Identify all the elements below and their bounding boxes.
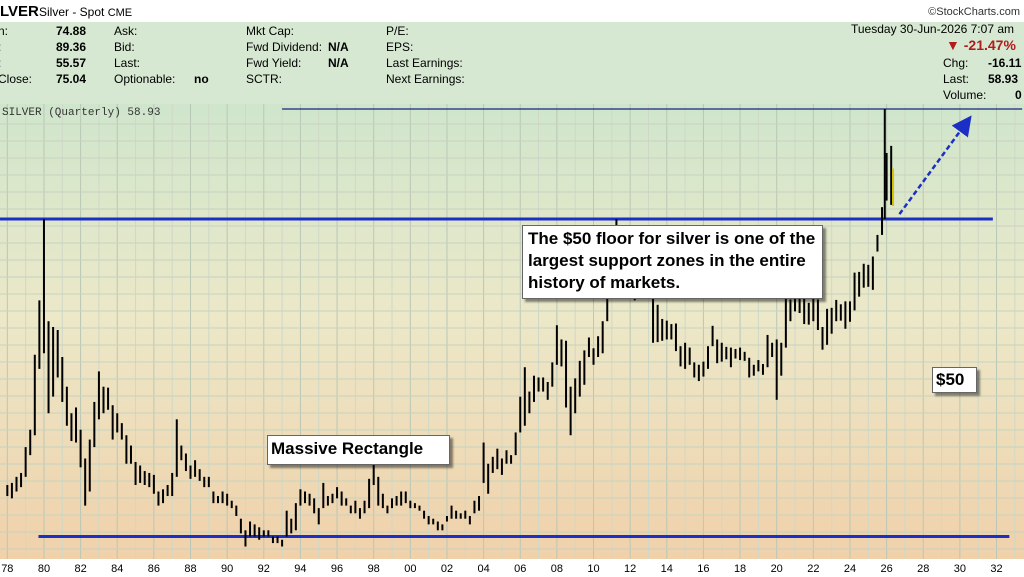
- info-label: SCTR:: [246, 72, 282, 86]
- price-chart: SILVER (Quarterly) 58.93 78 80 82 84 86 88 90 9…: [0, 104, 1024, 577]
- x-tick-label: 26: [880, 563, 892, 575]
- x-tick-label: 06: [514, 563, 526, 575]
- info-label: EPS:: [386, 40, 414, 54]
- info-label: Bid:: [114, 40, 135, 54]
- annotation-50-label: $50: [932, 367, 977, 393]
- x-tick-label: 12: [624, 563, 636, 575]
- x-tick-label: 78: [1, 563, 13, 575]
- chart-header: LVER Silver - Spot CME ©StockCharts.com: [0, 0, 1024, 23]
- info-label: :: [0, 56, 1, 70]
- x-tick-label: 10: [587, 563, 599, 575]
- change-percent: ▼ -21.47%: [946, 37, 1016, 53]
- horizontal-lines: [0, 108, 1023, 539]
- x-tick-label: 16: [697, 563, 709, 575]
- symbol-description: Silver - Spot CME: [39, 5, 133, 19]
- annotation-support-note: The $50 floor for silver is one of the l…: [522, 225, 823, 299]
- x-tick-label: 24: [844, 563, 856, 575]
- info-value: -16.11: [988, 56, 1022, 70]
- x-axis-band: [0, 559, 1024, 577]
- x-tick-label: 84: [111, 563, 123, 575]
- brand-label: ©StockCharts.com: [928, 6, 1020, 18]
- info-label: Fwd Dividend:: [246, 40, 323, 54]
- info-label: Ask:: [114, 24, 138, 38]
- info-value: 58.93: [988, 72, 1019, 86]
- symbol-label: LVER: [0, 3, 39, 20]
- x-tick-label: 88: [184, 563, 196, 575]
- x-axis-ticks: 78 80 82 84 86 88 90 92 94 96 98 00 02 04 06 08 10 12 14 16…: [1, 563, 1002, 575]
- info-value: no: [194, 72, 209, 86]
- info-label: Last:: [943, 72, 970, 86]
- info-value: N/A: [328, 56, 349, 70]
- x-tick-label: 94: [294, 563, 306, 575]
- x-tick-label: 82: [74, 563, 86, 575]
- x-tick-label: 02: [441, 563, 453, 575]
- info-value: N/A: [328, 40, 349, 54]
- date-label: Tuesday 30-Jun-2026 7:07 am: [851, 22, 1014, 36]
- info-label: Close:: [0, 72, 33, 86]
- x-tick-label: 08: [551, 563, 563, 575]
- x-tick-label: 20: [771, 563, 783, 575]
- x-tick-label: 98: [368, 563, 380, 575]
- info-value: 0: [1015, 88, 1022, 102]
- info-label: Optionable:: [114, 72, 176, 86]
- x-tick-label: 80: [38, 563, 50, 575]
- info-label: Chg:: [943, 56, 969, 70]
- quote-info-panel: n: 74.88 : 89.36 : 55.57 Close: 75.04 As…: [0, 22, 1024, 104]
- annotation-massive-rectangle: Massive Rectangle: [267, 435, 450, 465]
- info-value: 75.04: [56, 72, 87, 86]
- info-label: Mkt Cap:: [246, 24, 295, 38]
- x-tick-label: 18: [734, 563, 746, 575]
- info-label: :: [0, 40, 1, 54]
- x-tick-label: 92: [258, 563, 270, 575]
- info-label: Volume:: [943, 88, 987, 102]
- info-label: P/E:: [386, 24, 409, 38]
- x-tick-label: 96: [331, 563, 343, 575]
- info-value: 55.57: [56, 56, 87, 70]
- grid: [0, 104, 1024, 559]
- info-label: Next Earnings:: [386, 72, 465, 86]
- info-value: 89.36: [56, 40, 87, 54]
- x-tick-label: 32: [990, 563, 1002, 575]
- trend-arrow: [898, 115, 972, 215]
- x-tick-label: 86: [148, 563, 160, 575]
- x-tick-label: 04: [477, 563, 489, 575]
- info-label: n:: [0, 24, 9, 38]
- x-tick-label: 14: [661, 563, 673, 575]
- info-label: Last Earnings:: [386, 56, 463, 70]
- x-tick-label: 00: [404, 563, 416, 575]
- x-tick-label: 90: [221, 563, 233, 575]
- chart-title: SILVER (Quarterly) 58.93: [2, 107, 160, 119]
- info-label: Last:: [114, 56, 141, 70]
- info-label: Fwd Yield:: [246, 56, 302, 70]
- x-tick-label: 22: [807, 563, 819, 575]
- x-tick-label: 28: [917, 563, 929, 575]
- x-tick-label: 30: [954, 563, 966, 575]
- info-value: 74.88: [56, 24, 87, 38]
